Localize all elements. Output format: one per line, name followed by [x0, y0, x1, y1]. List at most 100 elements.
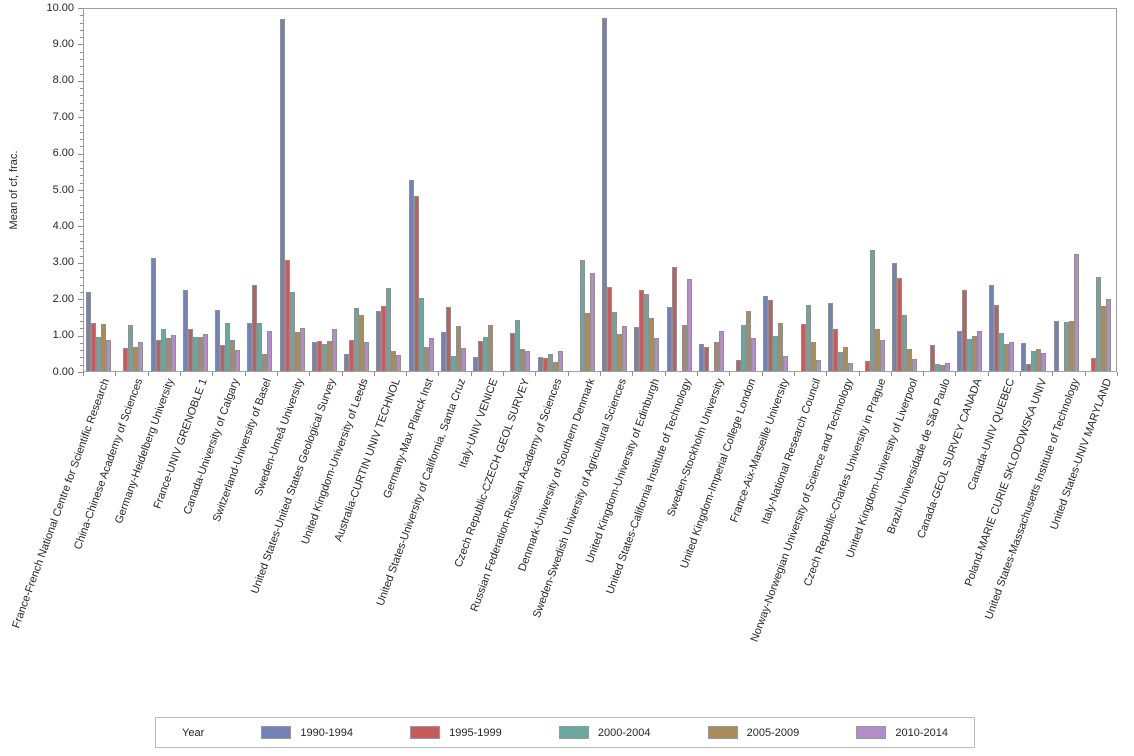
y-tick-label: 3.00: [52, 256, 74, 269]
bar-group: [858, 9, 890, 371]
y-minor-tick: [80, 291, 83, 293]
y-minor-tick: [80, 241, 83, 242]
bar: [155, 339, 161, 371]
y-minor-tick: [80, 255, 83, 257]
bar-group: [342, 9, 374, 371]
bar: [160, 328, 166, 371]
bar: [815, 359, 821, 371]
y-tick-label: 10.00: [46, 1, 74, 14]
legend-swatch: [707, 726, 738, 739]
bar-group: [1084, 9, 1116, 371]
x-boundary-tick: [696, 372, 698, 376]
bar: [892, 262, 898, 371]
bar: [1100, 306, 1106, 371]
bar: [1026, 364, 1032, 371]
bar: [423, 346, 429, 371]
y-minor-tick: [80, 211, 83, 213]
bar-group: [729, 9, 761, 371]
y-minor-tick: [80, 139, 83, 140]
x-boundary-tick: [955, 372, 957, 376]
x-boundary-tick: [632, 372, 634, 376]
bar: [912, 358, 918, 371]
bar-group: [987, 9, 1019, 371]
bar: [644, 293, 650, 371]
bar: [86, 291, 91, 371]
y-minor-tick: [80, 219, 83, 221]
y-minor-tick: [80, 270, 83, 272]
y-minor-tick: [80, 197, 83, 199]
bar: [91, 323, 96, 371]
y-minor-tick: [80, 88, 83, 90]
plot-area: [83, 8, 1117, 372]
bar: [187, 329, 193, 371]
bar: [235, 350, 240, 371]
bar: [311, 341, 317, 371]
bar: [686, 279, 692, 371]
legend-item-label: 2005-2009: [746, 726, 800, 739]
y-minor-tick: [80, 357, 83, 359]
y-minor-tick: [80, 204, 83, 206]
y-minor-tick: [80, 22, 83, 24]
bar: [294, 332, 300, 371]
legend-entry: 2005-2009: [707, 726, 800, 739]
bar: [197, 337, 203, 371]
bar: [440, 332, 446, 371]
bar: [929, 344, 935, 371]
bar-group: [826, 9, 858, 371]
legend: Year 1990-1994 1995-1999 2000-2004 2005-200…: [155, 717, 975, 748]
bar: [741, 324, 746, 371]
x-boundary-tick: [470, 372, 472, 376]
bar-group: [697, 9, 729, 371]
legend-swatch: [856, 726, 887, 739]
bar: [381, 306, 387, 371]
x-boundary-tick: [244, 372, 246, 376]
bar: [257, 322, 263, 371]
bar: [1041, 353, 1047, 371]
bar: [483, 336, 488, 371]
x-boundary-tick: [535, 372, 537, 376]
bar-group: [1019, 9, 1051, 371]
y-major-tick: [78, 190, 83, 191]
x-category-label: Canada-GEOL SURVEY CANADA: [915, 377, 985, 541]
bar-group: [568, 9, 600, 371]
bar: [455, 326, 461, 371]
bar: [1009, 342, 1014, 371]
y-major-tick: [78, 8, 83, 9]
legend-title: Year: [182, 726, 205, 739]
bar-group: [149, 9, 181, 371]
bar-group: [923, 9, 955, 371]
y-tick-label: 9.00: [52, 37, 74, 50]
bar: [262, 353, 268, 371]
bar: [961, 289, 967, 371]
x-boundary-tick: [276, 372, 278, 376]
legend-entry: 2010-2014: [856, 726, 948, 739]
bar: [989, 285, 994, 371]
bar-group: [374, 9, 406, 371]
bar: [666, 307, 672, 371]
y-major-tick: [78, 153, 83, 155]
bar: [602, 18, 607, 371]
bar: [418, 298, 424, 371]
y-minor-tick: [80, 51, 83, 53]
bar: [396, 354, 402, 371]
bar: [349, 340, 354, 371]
bar: [1053, 320, 1059, 371]
y-minor-tick: [80, 95, 83, 97]
x-boundary-tick: [1117, 372, 1118, 376]
bar: [698, 343, 704, 371]
bar: [215, 309, 220, 371]
bar-group: [794, 9, 826, 371]
y-tick-label: 6.00: [52, 147, 74, 160]
y-minor-tick: [80, 29, 83, 31]
y-minor-tick: [80, 313, 83, 315]
y-minor-tick: [80, 160, 83, 162]
x-boundary-tick: [406, 372, 408, 376]
y-major-tick: [78, 299, 83, 301]
bar: [128, 325, 134, 371]
bar: [870, 249, 875, 371]
bar: [649, 318, 655, 371]
x-boundary-tick: [1084, 372, 1086, 376]
x-boundary-tick: [179, 372, 181, 376]
bar-group: [1052, 9, 1084, 371]
x-boundary-tick: [890, 372, 892, 376]
